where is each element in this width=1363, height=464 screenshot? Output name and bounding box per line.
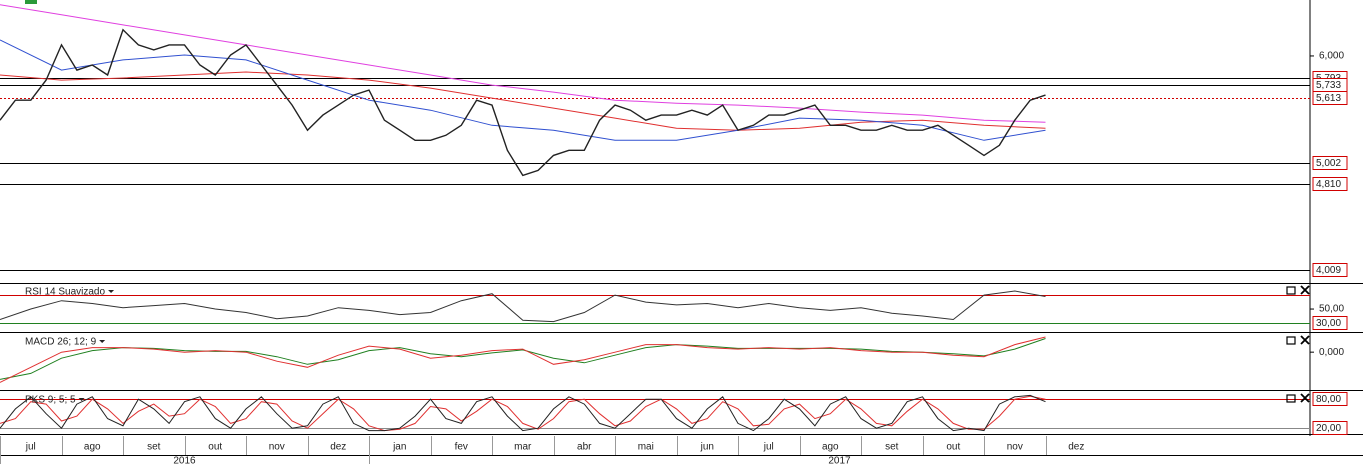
indicator-title: RSI 14 Suavizado (25, 287, 105, 298)
series-line (0, 338, 1046, 380)
y-tick-label: 6,000 (1319, 51, 1344, 62)
close-button[interactable] (1300, 285, 1310, 295)
level-label: 5,733 (1316, 80, 1341, 91)
level-label: 5,613 (1316, 93, 1341, 104)
level-label-box (1312, 263, 1348, 277)
series-line (0, 28, 1046, 177)
level-label: 5,002 (1316, 158, 1341, 169)
dropdown-arrow[interactable] (108, 290, 115, 293)
series-line (0, 39, 1046, 141)
maximize-button[interactable] (1286, 336, 1296, 345)
level-label-box (1312, 392, 1348, 406)
dropdown-arrow[interactable] (99, 340, 106, 343)
x-tick-label: out (208, 442, 222, 453)
level-label-box (1312, 177, 1348, 191)
level-label: 80,00 (1316, 394, 1341, 405)
y-tick-label: 0,000 (1319, 347, 1344, 358)
level-label: 4,009 (1316, 265, 1341, 276)
maximize-button[interactable] (1286, 394, 1296, 403)
x-tick-label: abr (577, 442, 592, 453)
x-tick-label: ago (822, 442, 839, 453)
level-label: 4,810 (1316, 179, 1341, 190)
x-tick-label: dez (1068, 442, 1084, 453)
x-tick-label: dez (330, 442, 346, 453)
x-tick-label: ago (84, 442, 101, 453)
x-tick-label: set (885, 442, 899, 453)
series-line (0, 290, 1046, 323)
x-tick-label: jan (392, 442, 406, 453)
x-tick-label: jul (25, 442, 36, 453)
level-label: 20,00 (1316, 423, 1341, 434)
dropdown-arrow[interactable] (78, 398, 85, 401)
level-label-box (1312, 316, 1348, 330)
marker-icon (25, 0, 37, 4)
x-tick-label: nov (1007, 442, 1023, 453)
x-tick-label: mai (638, 442, 654, 453)
series-line (0, 395, 1046, 432)
y-tick-label: 50,00 (1319, 304, 1344, 315)
series-line (0, 71, 1046, 131)
series-line (0, 4, 1046, 123)
x-tick-label: fev (455, 442, 468, 453)
indicator-title: MACD 26; 12; 9 (25, 337, 97, 348)
year-label: 2017 (828, 456, 851, 464)
level-label: 30,00 (1316, 318, 1341, 329)
level-label-box (1312, 156, 1348, 170)
level-label-box (1312, 91, 1348, 105)
x-tick-label: mar (514, 442, 532, 453)
close-button[interactable] (1300, 335, 1310, 345)
year-label: 2016 (173, 456, 196, 464)
series-line (0, 394, 1046, 432)
series-line (0, 336, 1046, 383)
indicator-title: PKS 9; 5; 5 (25, 395, 76, 406)
x-tick-label: jun (700, 442, 714, 453)
close-button[interactable] (1300, 393, 1310, 403)
maximize-button[interactable] (1286, 286, 1296, 295)
x-tick-label: set (147, 442, 161, 453)
x-tick-label: out (946, 442, 960, 453)
level-label-box (1312, 421, 1348, 435)
x-tick-label: nov (269, 442, 285, 453)
x-tick-label: jul (763, 442, 774, 453)
